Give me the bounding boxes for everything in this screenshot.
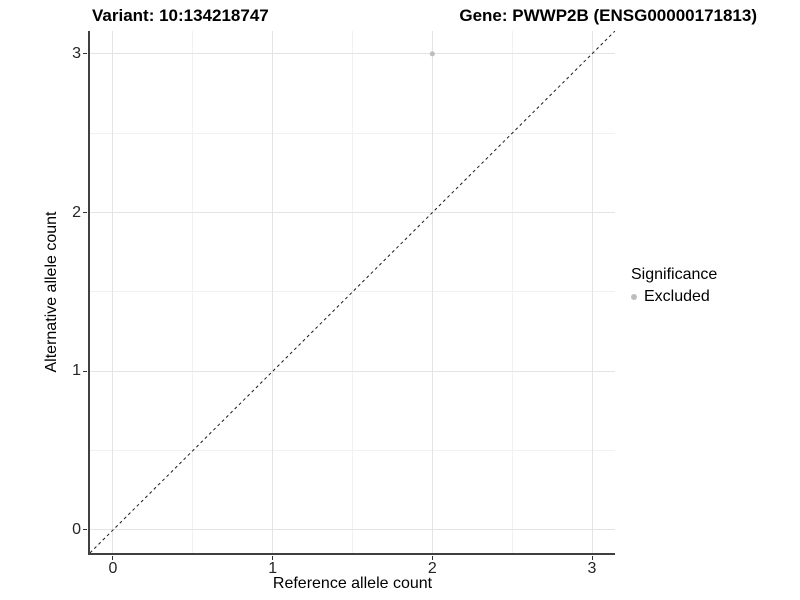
y-major-gridline [90,53,615,55]
y-tick-label: 1 [72,362,81,380]
x-tick-mark [112,556,114,560]
y-minor-gridline [90,132,615,134]
x-tick-label: 0 [108,560,118,577]
y-major-gridline [90,370,615,372]
data-point [429,51,435,57]
y-tick-label: 3 [72,44,81,62]
x-tick-label: 2 [427,560,437,577]
y-major-gridline [90,212,615,214]
y-axis-line [88,31,90,555]
legend: Significance Excluded [631,266,717,306]
legend-title: Significance [631,266,718,283]
x-major-gridline [591,31,593,553]
y-tick-label: 2 [72,203,81,221]
legend-item-label: Excluded [644,288,710,305]
x-tick-label: 3 [587,560,597,577]
x-tick-mark [591,556,593,560]
plot-panel: 0 1 2 3 0 1 2 3 [72,31,615,577]
y-tick-mark [83,53,87,55]
y-minor-gridline [90,291,615,293]
x-major-gridline [272,31,274,553]
x-axis-line [88,553,615,555]
x-tick-label: 1 [268,560,278,577]
identity-dashed-line [90,31,615,553]
gene-title: Gene: PWWP2B (ENSG00000171813) [459,6,757,25]
x-major-gridline [431,31,433,553]
y-major-gridline [90,529,615,531]
legend-item-excluded: Excluded [631,288,717,306]
panel-drawing-layer [90,31,615,553]
x-axis-title: Reference allele count [272,575,433,592]
x-tick-mark [431,556,433,560]
legend-point-icon [631,294,637,300]
variant-title: Variant: 10:134218747 [92,6,269,25]
y-tick-mark [83,370,87,372]
x-tick-mark [272,556,274,560]
y-minor-gridline [90,450,615,452]
y-axis-title: Alternative allele count [43,211,60,373]
y-tick-label: 0 [72,520,81,538]
x-major-gridline [112,31,114,553]
y-tick-mark [83,212,87,214]
y-tick-mark [83,529,87,531]
